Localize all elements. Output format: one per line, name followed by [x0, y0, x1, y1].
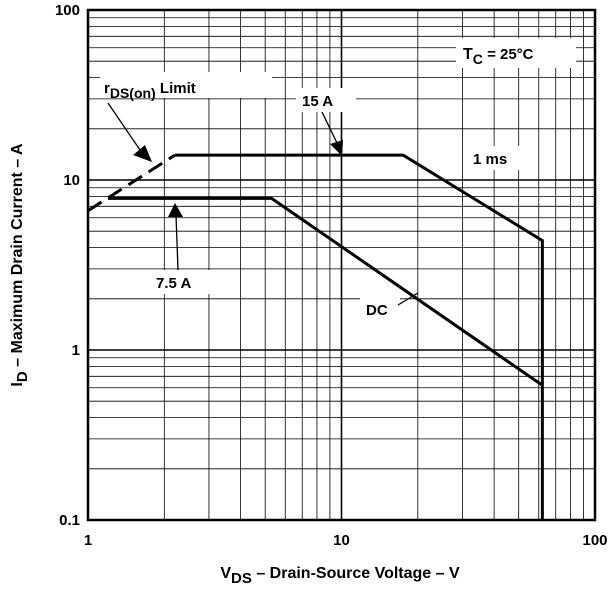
y-axis-label: ID – Maximum Drain Current – A — [9, 143, 31, 387]
label-bg — [468, 146, 524, 170]
annotation-1ms: 1 ms — [473, 151, 507, 168]
label-bg — [150, 270, 216, 294]
label-bg — [100, 72, 272, 98]
x-tick-label: 100 — [582, 532, 607, 549]
label-bg — [296, 88, 356, 112]
annotation-dc: DC — [366, 302, 388, 319]
arrowhead — [330, 140, 343, 156]
x-tick-label: 10 — [333, 532, 350, 549]
leader — [397, 292, 419, 306]
series-line — [87, 153, 176, 212]
y-tick-label: 10 — [63, 172, 80, 189]
annotation-tc: TC = 25°C — [463, 46, 534, 67]
annotation-15a: 15 A — [302, 93, 333, 110]
annotation-75a: 7.5 A — [156, 275, 191, 292]
x-tick-label: 1 — [84, 532, 92, 549]
lines — [87, 153, 544, 520]
series-line — [108, 196, 544, 387]
plot-frame — [86, 8, 597, 522]
arrowhead — [168, 203, 183, 217]
annotation-rds: rDS(on) Limit — [104, 80, 196, 101]
y-tick-label: 1 — [72, 342, 80, 359]
y-tick-label: 0.1 — [59, 512, 80, 529]
arrow — [175, 214, 179, 271]
label-bg — [456, 38, 576, 68]
arrow — [321, 111, 338, 144]
series-line — [174, 153, 544, 520]
x-axis-label: VDS – Drain-Source Voltage – V — [220, 565, 460, 587]
y-tick-label: 100 — [55, 2, 80, 19]
label-bg — [360, 297, 400, 321]
arrowhead — [133, 145, 152, 162]
arrow — [107, 102, 141, 151]
